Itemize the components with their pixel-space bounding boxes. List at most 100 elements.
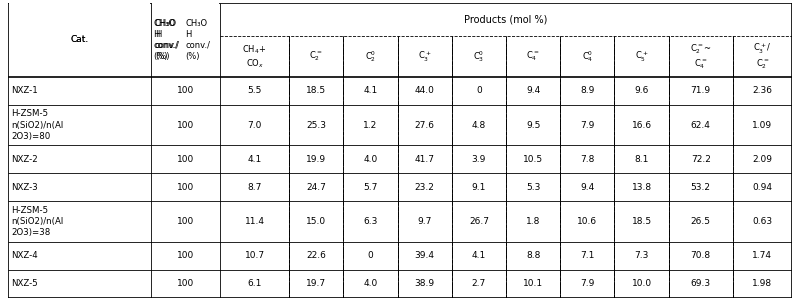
- Text: 3.9: 3.9: [472, 155, 486, 164]
- Text: 100: 100: [177, 183, 194, 192]
- Text: 15.0: 15.0: [306, 217, 326, 226]
- Text: 10.6: 10.6: [578, 217, 598, 226]
- Text: 62.4: 62.4: [691, 121, 710, 129]
- Text: 6.1: 6.1: [247, 279, 262, 288]
- Text: 100: 100: [177, 155, 194, 164]
- Text: 5.7: 5.7: [363, 183, 378, 192]
- Text: NXZ-3: NXZ-3: [11, 183, 38, 192]
- Text: 7.0: 7.0: [247, 121, 262, 129]
- Text: CH₃O
H
conv./
(%): CH₃O H conv./ (%): [155, 19, 180, 61]
- Text: 26.7: 26.7: [469, 217, 489, 226]
- Text: NXZ-2: NXZ-2: [11, 155, 38, 164]
- Text: 22.6: 22.6: [306, 251, 326, 260]
- Text: C$_5^+$: C$_5^+$: [635, 49, 648, 64]
- Text: 19.7: 19.7: [306, 279, 326, 288]
- Text: 100: 100: [177, 251, 194, 260]
- Text: 26.5: 26.5: [690, 217, 710, 226]
- Bar: [9, 3, 150, 76]
- Text: 8.7: 8.7: [247, 183, 262, 192]
- Text: 1.2: 1.2: [363, 121, 378, 129]
- Text: NXZ-5: NXZ-5: [11, 279, 38, 288]
- Text: Cat.: Cat.: [70, 36, 89, 44]
- Text: 11.4: 11.4: [245, 217, 265, 226]
- Text: 0: 0: [367, 251, 374, 260]
- Text: 9.6: 9.6: [634, 86, 649, 95]
- Text: 4.0: 4.0: [363, 279, 378, 288]
- Text: 9.4: 9.4: [526, 86, 540, 95]
- Bar: [152, 3, 219, 76]
- Text: 10.0: 10.0: [631, 279, 652, 288]
- Text: CH₃O
H
conv./
(%): CH₃O H conv./ (%): [186, 19, 210, 61]
- Text: C$_4^0$: C$_4^0$: [582, 49, 593, 64]
- Text: 24.7: 24.7: [306, 183, 326, 192]
- Text: 5.5: 5.5: [247, 86, 262, 95]
- Text: 0.63: 0.63: [752, 217, 773, 226]
- Text: 27.6: 27.6: [414, 121, 434, 129]
- Text: 38.9: 38.9: [414, 279, 434, 288]
- Text: Products (mol %): Products (mol %): [464, 15, 548, 25]
- Text: 1.09: 1.09: [752, 121, 773, 129]
- Text: NXZ-4: NXZ-4: [11, 251, 38, 260]
- Text: CH$_4$+
CO$_x$: CH$_4$+ CO$_x$: [242, 43, 266, 70]
- Text: 0: 0: [476, 86, 482, 95]
- Text: 41.7: 41.7: [414, 155, 434, 164]
- Text: 7.3: 7.3: [634, 251, 649, 260]
- Text: 4.1: 4.1: [247, 155, 262, 164]
- Text: 100: 100: [177, 279, 194, 288]
- Text: 16.6: 16.6: [631, 121, 652, 129]
- Text: 100: 100: [177, 121, 194, 129]
- Text: 8.9: 8.9: [580, 86, 594, 95]
- Text: 39.4: 39.4: [414, 251, 434, 260]
- Text: 4.0: 4.0: [363, 155, 378, 164]
- Text: 10.1: 10.1: [523, 279, 543, 288]
- Text: 18.5: 18.5: [631, 217, 652, 226]
- Text: 23.2: 23.2: [414, 183, 434, 192]
- Text: C$_3^+$/
C$_2^=$: C$_3^+$/ C$_2^=$: [754, 42, 771, 71]
- Text: 2.36: 2.36: [753, 86, 773, 95]
- Text: 18.5: 18.5: [306, 86, 326, 95]
- Text: 7.9: 7.9: [580, 279, 594, 288]
- Text: C$_2^{=}$~
C$_4^=$: C$_2^{=}$~ C$_4^=$: [690, 42, 711, 71]
- Text: H-ZSM-5
n(SiO2)/n(Al
2O3)=80: H-ZSM-5 n(SiO2)/n(Al 2O3)=80: [11, 110, 63, 141]
- Text: CH₃O
H
conv./
(%): CH₃O H conv./ (%): [154, 19, 178, 61]
- Text: 6.3: 6.3: [363, 217, 378, 226]
- Text: 100: 100: [177, 86, 194, 95]
- Text: 10.7: 10.7: [245, 251, 265, 260]
- Text: 9.1: 9.1: [472, 183, 486, 192]
- Text: 72.2: 72.2: [691, 155, 710, 164]
- Text: 7.1: 7.1: [580, 251, 594, 260]
- Text: C$_3^+$: C$_3^+$: [418, 49, 431, 64]
- Text: C$_2^0$: C$_2^0$: [365, 49, 376, 64]
- Text: 53.2: 53.2: [690, 183, 710, 192]
- Text: 9.5: 9.5: [526, 121, 540, 129]
- Text: 70.8: 70.8: [690, 251, 711, 260]
- Text: 69.3: 69.3: [690, 279, 711, 288]
- Text: 10.5: 10.5: [523, 155, 543, 164]
- Text: 1.98: 1.98: [752, 279, 773, 288]
- Text: 13.8: 13.8: [631, 183, 652, 192]
- Text: 25.3: 25.3: [306, 121, 326, 129]
- Text: C$_3^0$: C$_3^0$: [474, 49, 485, 64]
- Text: 4.8: 4.8: [472, 121, 486, 129]
- Text: 1.8: 1.8: [526, 217, 540, 226]
- Text: 7.8: 7.8: [580, 155, 594, 164]
- Text: 5.3: 5.3: [526, 183, 540, 192]
- Text: 9.7: 9.7: [418, 217, 432, 226]
- Text: C$_2^=$: C$_2^=$: [310, 50, 323, 63]
- Text: 100: 100: [177, 217, 194, 226]
- Text: H-ZSM-5
n(SiO2)/n(Al
2O3)=38: H-ZSM-5 n(SiO2)/n(Al 2O3)=38: [11, 206, 63, 237]
- Text: 0.94: 0.94: [753, 183, 773, 192]
- Text: 44.0: 44.0: [414, 86, 434, 95]
- Text: 2.09: 2.09: [753, 155, 773, 164]
- Text: 4.1: 4.1: [363, 86, 378, 95]
- Text: 8.8: 8.8: [526, 251, 540, 260]
- Text: 7.9: 7.9: [580, 121, 594, 129]
- Text: 4.1: 4.1: [472, 251, 486, 260]
- Text: 8.1: 8.1: [634, 155, 649, 164]
- Text: 2.7: 2.7: [472, 279, 486, 288]
- Text: C$_4^=$: C$_4^=$: [526, 50, 540, 63]
- Text: Cat.: Cat.: [70, 36, 89, 44]
- Text: 19.9: 19.9: [306, 155, 326, 164]
- Text: 1.74: 1.74: [753, 251, 773, 260]
- Text: 9.4: 9.4: [580, 183, 594, 192]
